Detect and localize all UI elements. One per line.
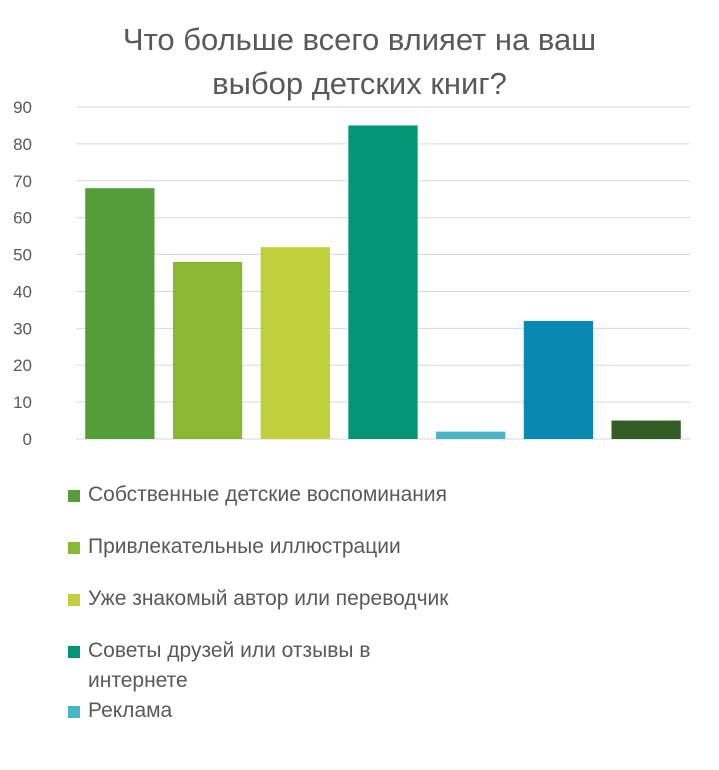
legend-item: Привлекательные иллюстрации (68, 532, 588, 562)
chart-title-line-2: выбор детских книг? (212, 66, 507, 101)
y-tick-label: 60 (13, 209, 32, 228)
legend-item: Реклама (68, 696, 588, 726)
legend-swatch (68, 646, 80, 658)
bars (85, 125, 681, 439)
y-tick-label: 40 (13, 282, 32, 301)
chart-title-line-1: Что больше всего влияет на ваш (122, 22, 597, 57)
bar (260, 247, 330, 439)
bar (172, 261, 243, 439)
legend-label: Советы друзей или отзывы в (88, 639, 371, 662)
chart-legend: Собственные детские воспоминания Привлека… (68, 480, 588, 726)
legend-label: Привлекательные иллюстрации (88, 535, 401, 558)
bar (348, 125, 418, 439)
legend-label: Уже знакомый автор или переводчик (88, 587, 449, 610)
y-tick-label: 20 (13, 356, 32, 375)
y-tick-label: 80 (13, 135, 32, 154)
bar (436, 431, 506, 439)
y-axis-tick-labels: 0 10 20 30 40 50 60 70 80 90 (13, 98, 32, 449)
y-tick-label: 50 (13, 246, 32, 265)
bar (85, 188, 155, 439)
legend-item: Советы друзей или отзывы в интернете (68, 636, 588, 696)
y-tick-label: 10 (13, 393, 32, 412)
y-tick-label: 30 (13, 319, 32, 338)
y-tick-label: 90 (13, 98, 32, 117)
legend-label: Реклама (88, 699, 173, 722)
legend-swatch (68, 490, 80, 502)
y-tick-label: 0 (23, 430, 32, 449)
legend-item: Уже знакомый автор или переводчик (68, 584, 588, 614)
legend-label: Собственные детские воспоминания (88, 483, 447, 506)
bar-chart: 0 10 20 30 40 50 60 70 80 90 (13, 98, 690, 449)
legend-swatch (68, 594, 80, 606)
y-tick-label: 70 (13, 172, 32, 191)
legend-swatch (68, 706, 80, 718)
bar (611, 420, 681, 439)
legend-item: Собственные детские воспоминания (68, 480, 588, 510)
bar (523, 320, 594, 439)
legend-swatch (68, 542, 80, 554)
legend-label: интернете (88, 669, 188, 692)
chart-title: Что больше всего влияет на ваш выбор дет… (0, 18, 719, 106)
